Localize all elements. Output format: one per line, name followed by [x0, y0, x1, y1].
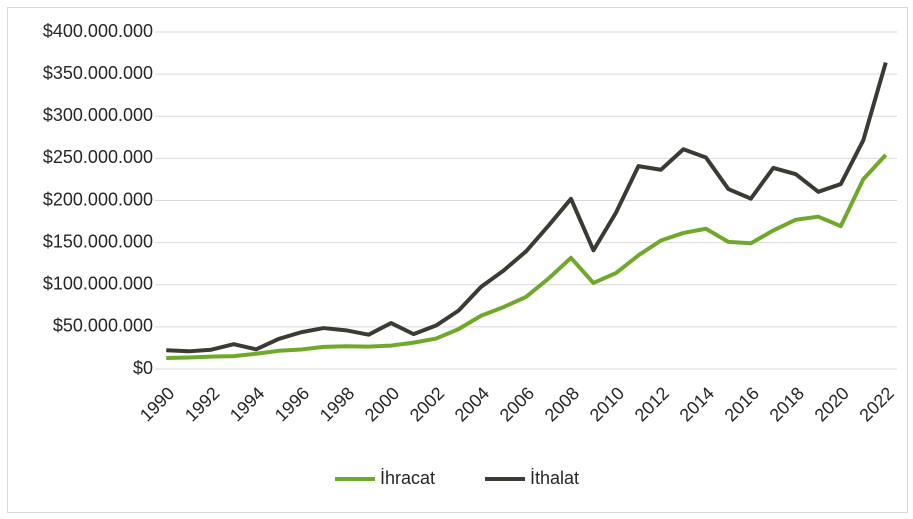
- legend-label: İhracat: [380, 468, 435, 488]
- y-tick-label: $0: [133, 358, 153, 378]
- y-tick-label: $50.000.000: [53, 316, 153, 336]
- y-tick-label: $300.000.000: [43, 105, 153, 125]
- y-tick-label: $350.000.000: [43, 63, 153, 83]
- y-tick-label: $100.000.000: [43, 274, 153, 294]
- y-tick-label: $150.000.000: [43, 231, 153, 251]
- line-series: [166, 62, 888, 354]
- y-tick-label: $200.000.000: [43, 189, 153, 209]
- line-series: [166, 153, 888, 361]
- y-tick-label: $250.000.000: [43, 147, 153, 167]
- legend-label: İthalat: [530, 468, 579, 488]
- chart-frame: [7, 7, 908, 513]
- y-tick-label: $400.000.000: [43, 21, 153, 41]
